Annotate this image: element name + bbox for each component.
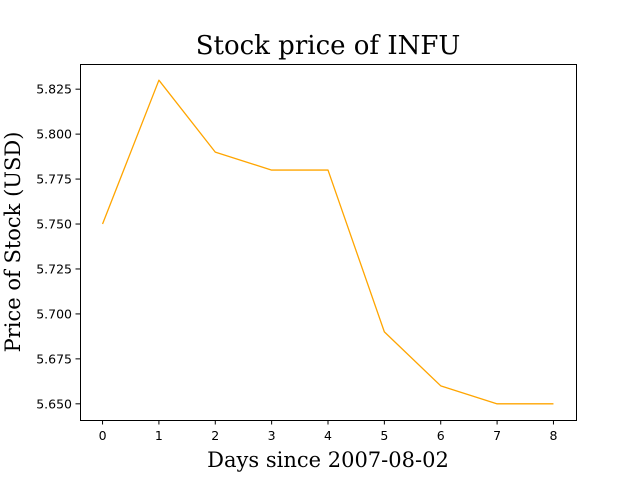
plot-frame <box>80 64 577 421</box>
x-axis: 0 1 2 3 4 5 6 7 8 <box>99 420 557 443</box>
y-tick-label: 5.650 <box>36 396 72 411</box>
price-series-line <box>101 79 554 405</box>
x-tick-label: 3 <box>268 428 276 443</box>
plot-area <box>101 79 554 405</box>
y-tick-label: 5.675 <box>36 351 72 366</box>
x-tick-label: 0 <box>99 428 107 443</box>
x-tick-label: 4 <box>324 428 332 443</box>
x-tick-label: 1 <box>155 428 163 443</box>
y-tick-label: 5.825 <box>36 82 72 97</box>
y-tick-label: 5.775 <box>36 172 72 187</box>
x-tick-label: 6 <box>437 428 445 443</box>
y-tick-label: 5.700 <box>36 306 72 321</box>
x-tick-label: 8 <box>549 428 557 443</box>
y-tick-label: 5.800 <box>36 127 72 142</box>
x-axis-label: Days since 2007-08-02 <box>207 448 449 472</box>
chart-title: Stock price of INFU <box>196 31 461 61</box>
x-tick-label: 7 <box>493 428 501 443</box>
y-axis: 5.650 5.675 5.700 5.725 5.750 5.775 5.800 5.825 <box>36 82 80 411</box>
y-axis-label: Price of Stock (USD) <box>1 132 25 353</box>
y-tick-label: 5.750 <box>36 217 72 232</box>
x-tick-label: 2 <box>211 428 219 443</box>
x-tick-label: 5 <box>380 428 388 443</box>
y-tick-label: 5.725 <box>36 261 72 276</box>
